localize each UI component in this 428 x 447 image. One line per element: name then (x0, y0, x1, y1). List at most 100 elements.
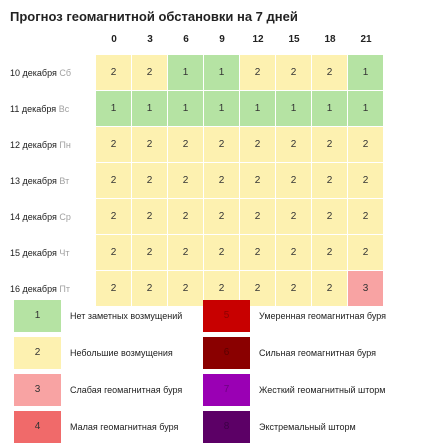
day-of-week: Пт (59, 284, 70, 294)
legend-label: Умеренная геомагнитная буря (259, 311, 387, 321)
hour-header: 15 (288, 34, 300, 45)
forecast-cell: 2 (168, 127, 204, 163)
forecast-cell: 3 (348, 271, 384, 307)
day-date: 11 декабря (10, 104, 57, 114)
forecast-cell: 1 (204, 55, 240, 91)
forecast-cell: 1 (312, 91, 348, 127)
forecast-cell: 2 (276, 271, 312, 307)
forecast-cell: 2 (240, 127, 276, 163)
forecast-cell: 2 (312, 199, 348, 235)
forecast-cell: 2 (312, 271, 348, 307)
legend-swatch: 7 (203, 374, 250, 406)
forecast-cell: 2 (204, 163, 240, 199)
forecast-cell: 2 (276, 127, 312, 163)
forecast-cell: 2 (312, 163, 348, 199)
forecast-cell: 2 (96, 235, 132, 271)
legend-swatch: 1 (14, 300, 61, 332)
day-label: 13 декабря Вт (10, 163, 69, 199)
day-date: 12 декабря (10, 140, 57, 150)
day-label: 10 декабря Сб (10, 55, 71, 91)
forecast-cell: 2 (96, 127, 132, 163)
day-date: 16 декабря (10, 284, 57, 294)
hour-header: 3 (147, 34, 153, 45)
forecast-cell: 2 (276, 163, 312, 199)
legend-label: Сильная геомагнитная буря (259, 348, 376, 358)
forecast-cell: 2 (276, 199, 312, 235)
forecast-cell: 2 (312, 55, 348, 91)
forecast-cell: 2 (132, 163, 168, 199)
day-date: 15 декабря (10, 248, 57, 258)
day-of-week: Пн (59, 140, 71, 150)
legend-swatch: 4 (14, 411, 61, 443)
day-of-week: Чт (59, 248, 70, 258)
hour-header: 18 (324, 34, 336, 45)
forecast-cell: 1 (204, 91, 240, 127)
forecast-cell: 2 (204, 127, 240, 163)
hour-header: 12 (252, 34, 264, 45)
forecast-cell: 2 (240, 271, 276, 307)
legend-swatch: 6 (203, 337, 250, 369)
legend-swatch: 5 (203, 300, 250, 332)
forecast-cell: 2 (348, 235, 384, 271)
legend-label: Небольшие возмущения (70, 348, 173, 358)
forecast-cell: 2 (348, 199, 384, 235)
forecast-cell: 2 (312, 235, 348, 271)
legend-label: Малая геомагнитная буря (70, 422, 179, 432)
forecast-cell: 2 (204, 235, 240, 271)
legend-swatch: 3 (14, 374, 61, 406)
day-date: 13 декабря (10, 176, 57, 186)
day-label: 14 декабря Ср (10, 199, 71, 235)
day-label: 15 декабря Чт (10, 235, 69, 271)
day-of-week: Сб (59, 68, 72, 78)
day-of-week: Вт (59, 176, 70, 186)
day-label: 11 декабря Вс (10, 91, 69, 127)
forecast-cell: 2 (240, 199, 276, 235)
forecast-cell: 2 (168, 199, 204, 235)
hour-header: 21 (360, 34, 372, 45)
forecast-cell: 2 (348, 127, 384, 163)
forecast-cell: 2 (132, 235, 168, 271)
day-date: 14 декабря (10, 212, 57, 222)
forecast-cell: 2 (240, 235, 276, 271)
legend-label: Нет заметных возмущений (70, 311, 183, 321)
forecast-cell: 2 (96, 163, 132, 199)
hour-header: 0 (111, 34, 117, 45)
forecast-cell: 2 (132, 199, 168, 235)
forecast-cell: 1 (348, 55, 384, 91)
legend-swatch: 8 (203, 411, 250, 443)
forecast-cell: 1 (96, 91, 132, 127)
forecast-cell: 2 (276, 55, 312, 91)
forecast-cell: 2 (276, 235, 312, 271)
page-title: Прогноз геомагнитной обстановки на 7 дне… (10, 9, 298, 24)
forecast-cell: 2 (132, 127, 168, 163)
forecast-cell: 2 (168, 271, 204, 307)
day-of-week: Вс (58, 104, 70, 114)
forecast-cell: 1 (240, 91, 276, 127)
forecast-cell: 2 (168, 235, 204, 271)
day-label: 12 декабря Пн (10, 127, 71, 163)
forecast-cell: 2 (96, 271, 132, 307)
forecast-cell: 2 (240, 55, 276, 91)
legend-swatch: 2 (14, 337, 61, 369)
forecast-cell: 2 (132, 271, 168, 307)
forecast-cell: 1 (276, 91, 312, 127)
forecast-cell: 1 (168, 55, 204, 91)
forecast-cell: 2 (348, 163, 384, 199)
forecast-cell: 2 (312, 127, 348, 163)
forecast-cell: 2 (168, 163, 204, 199)
legend-label: Экстремальный шторм (259, 422, 356, 432)
hour-header: 6 (183, 34, 189, 45)
day-date: 10 декабря (10, 68, 57, 78)
forecast-cell: 1 (132, 91, 168, 127)
forecast-cell: 1 (168, 91, 204, 127)
legend-label: Слабая геомагнитная буря (70, 385, 183, 395)
hour-header: 9 (219, 34, 225, 45)
forecast-cell: 2 (132, 55, 168, 91)
forecast-cell: 2 (204, 199, 240, 235)
forecast-cell: 2 (240, 163, 276, 199)
day-of-week: Ср (59, 212, 71, 222)
legend-label: Жесткий геомагнитный шторм (259, 385, 386, 395)
day-label: 16 декабря Пт (10, 271, 70, 307)
forecast-cell: 2 (96, 55, 132, 91)
forecast-cell: 1 (348, 91, 384, 127)
